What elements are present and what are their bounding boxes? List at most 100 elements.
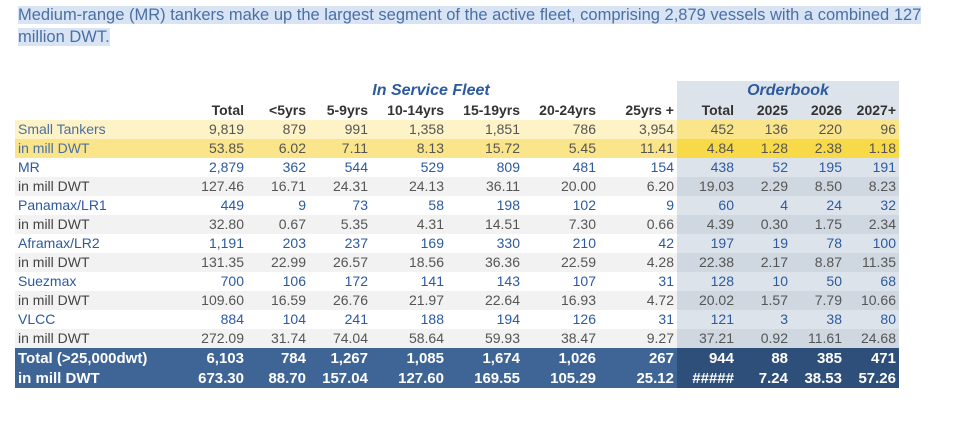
table-cell: 11.41: [599, 139, 677, 158]
group-orderbook: Orderbook: [677, 81, 899, 100]
table-cell: 8.13: [371, 139, 447, 158]
table-cell: 8.87: [791, 253, 845, 272]
table-cell: 136: [737, 120, 791, 139]
table-cell: 544: [344, 159, 368, 175]
table-cell: 9.27: [599, 329, 677, 348]
table-cell: 452: [677, 120, 737, 139]
table-cell: 481: [572, 159, 596, 175]
caption: Medium-range (MR) tankers make up the la…: [18, 4, 938, 48]
column-header: 2027+: [845, 100, 899, 120]
row-label: Panamax/LR1: [18, 197, 107, 213]
table-cell: 700: [220, 273, 244, 289]
group-in-service: In Service Fleet: [372, 82, 490, 99]
table-cell: 4.28: [599, 253, 677, 272]
table-body: Small Tankers 9,819 879 991 1,358 1,851 786 3,9…: [15, 120, 899, 388]
table-row: in mill DWT 53.85 6.02 7.11 8.13 15.72 5.45 11.…: [15, 139, 899, 158]
table-row: in mill DWT 272.09 31.74 74.04 58.64 59.93 38.…: [15, 329, 899, 348]
table-cell: 991: [309, 120, 371, 139]
table-cell: 2.38: [791, 139, 845, 158]
table-cell: 188: [420, 311, 444, 327]
table-cell: 2.34: [845, 215, 899, 234]
table-cell: 104: [282, 311, 306, 327]
table-cell: 22.64: [447, 291, 523, 310]
table-cell: 362: [282, 159, 306, 175]
table-cell: 1,191: [208, 235, 244, 251]
table-cell: 529: [420, 159, 444, 175]
row-label: Suezmax: [18, 273, 77, 289]
table-cell: 107: [572, 273, 596, 289]
table-row: in mill DWT 32.80 0.67 5.35 4.31 14.51 7.30 0.6…: [15, 215, 899, 234]
table-cell: 16.93: [523, 291, 599, 310]
row-label: Total (>25,000dwt): [15, 348, 185, 368]
table-cell: 58.64: [371, 329, 447, 348]
table-cell: 267: [599, 348, 677, 368]
table-cell: 786: [523, 120, 599, 139]
column-header: 5-9yrs: [326, 101, 368, 118]
table-cell: 944: [677, 348, 737, 368]
table-cell: 1.18: [845, 139, 899, 158]
row-label: in mill DWT: [15, 215, 185, 234]
table-cell: 38: [791, 310, 845, 329]
table-cell: 157.04: [309, 368, 371, 388]
table-cell: 1.75: [791, 215, 845, 234]
table-cell: 210: [572, 235, 596, 251]
table-cell: 7.79: [791, 291, 845, 310]
table-cell: 4.39: [677, 215, 737, 234]
row-label: MR: [18, 159, 40, 175]
table-cell: 105.29: [523, 368, 599, 388]
table-cell: 21.97: [371, 291, 447, 310]
table-cell: 14.51: [447, 215, 523, 234]
table-cell: 74.04: [309, 329, 371, 348]
table-cell: 22.59: [523, 253, 599, 272]
header-label-cell: [15, 100, 185, 120]
table-cell: 8.23: [845, 177, 899, 196]
table-cell: 7.24: [737, 368, 791, 388]
table-cell: 80: [845, 310, 899, 329]
row-label: Small Tankers: [15, 120, 185, 139]
table-cell: 20.00: [523, 177, 599, 196]
table-cell: 53.85: [185, 139, 247, 158]
table-cell: 18.56: [371, 253, 447, 272]
row-label: in mill DWT: [15, 291, 185, 310]
table-cell: 15.72: [447, 139, 523, 158]
fleet-table: In Service Fleet Orderbook Total <5yrs 5-9…: [15, 81, 899, 388]
table-cell: 20.02: [677, 291, 737, 310]
table-cell: 127.60: [371, 368, 447, 388]
table-cell: 191: [845, 158, 899, 177]
table-row: MR 2,879 362 544 529 809 481 154 438 52 195 191: [15, 158, 899, 177]
table-cell: 241: [344, 311, 368, 327]
table-cell: 809: [496, 159, 520, 175]
table-cell: 126: [572, 311, 596, 327]
table-cell: 9,819: [185, 120, 247, 139]
table-cell: 9: [298, 197, 306, 213]
table-cell: 102: [572, 197, 596, 213]
table-row: Aframax/LR2 1,191 203 237 169 330 210 42 197 19 78…: [15, 234, 899, 253]
table-cell: 1.28: [737, 139, 791, 158]
table-cell: 449: [220, 197, 244, 213]
table-cell: 24: [791, 196, 845, 215]
table-cell: 38.47: [523, 329, 599, 348]
table-cell: 141: [420, 273, 444, 289]
table-cell: 6.02: [247, 139, 309, 158]
table-cell: 6,103: [185, 348, 247, 368]
table-cell: 32: [845, 196, 899, 215]
table-cell: 24.13: [371, 177, 447, 196]
table-row: in mill DWT 131.35 22.99 26.57 18.56 36.36 22.…: [15, 253, 899, 272]
column-header: 20-24yrs: [539, 101, 596, 118]
table-cell: 31: [658, 273, 674, 289]
table-cell: 330: [496, 235, 520, 251]
table-cell: 4.31: [371, 215, 447, 234]
table-cell: 197: [677, 234, 737, 253]
table-cell: 1,851: [447, 120, 523, 139]
table-cell: 272.09: [185, 329, 247, 348]
table-cell: 109.60: [185, 291, 247, 310]
table-cell: 19.03: [677, 177, 737, 196]
table-cell: 0.67: [247, 215, 309, 234]
table-cell: 42: [658, 235, 674, 251]
column-header: 15-19yrs: [463, 101, 520, 118]
row-label: in mill DWT: [15, 368, 185, 388]
table-cell: 3: [737, 310, 791, 329]
column-header: 25yrs +: [625, 101, 674, 118]
table-cell: 131.35: [185, 253, 247, 272]
column-header: <5yrs: [269, 101, 306, 118]
